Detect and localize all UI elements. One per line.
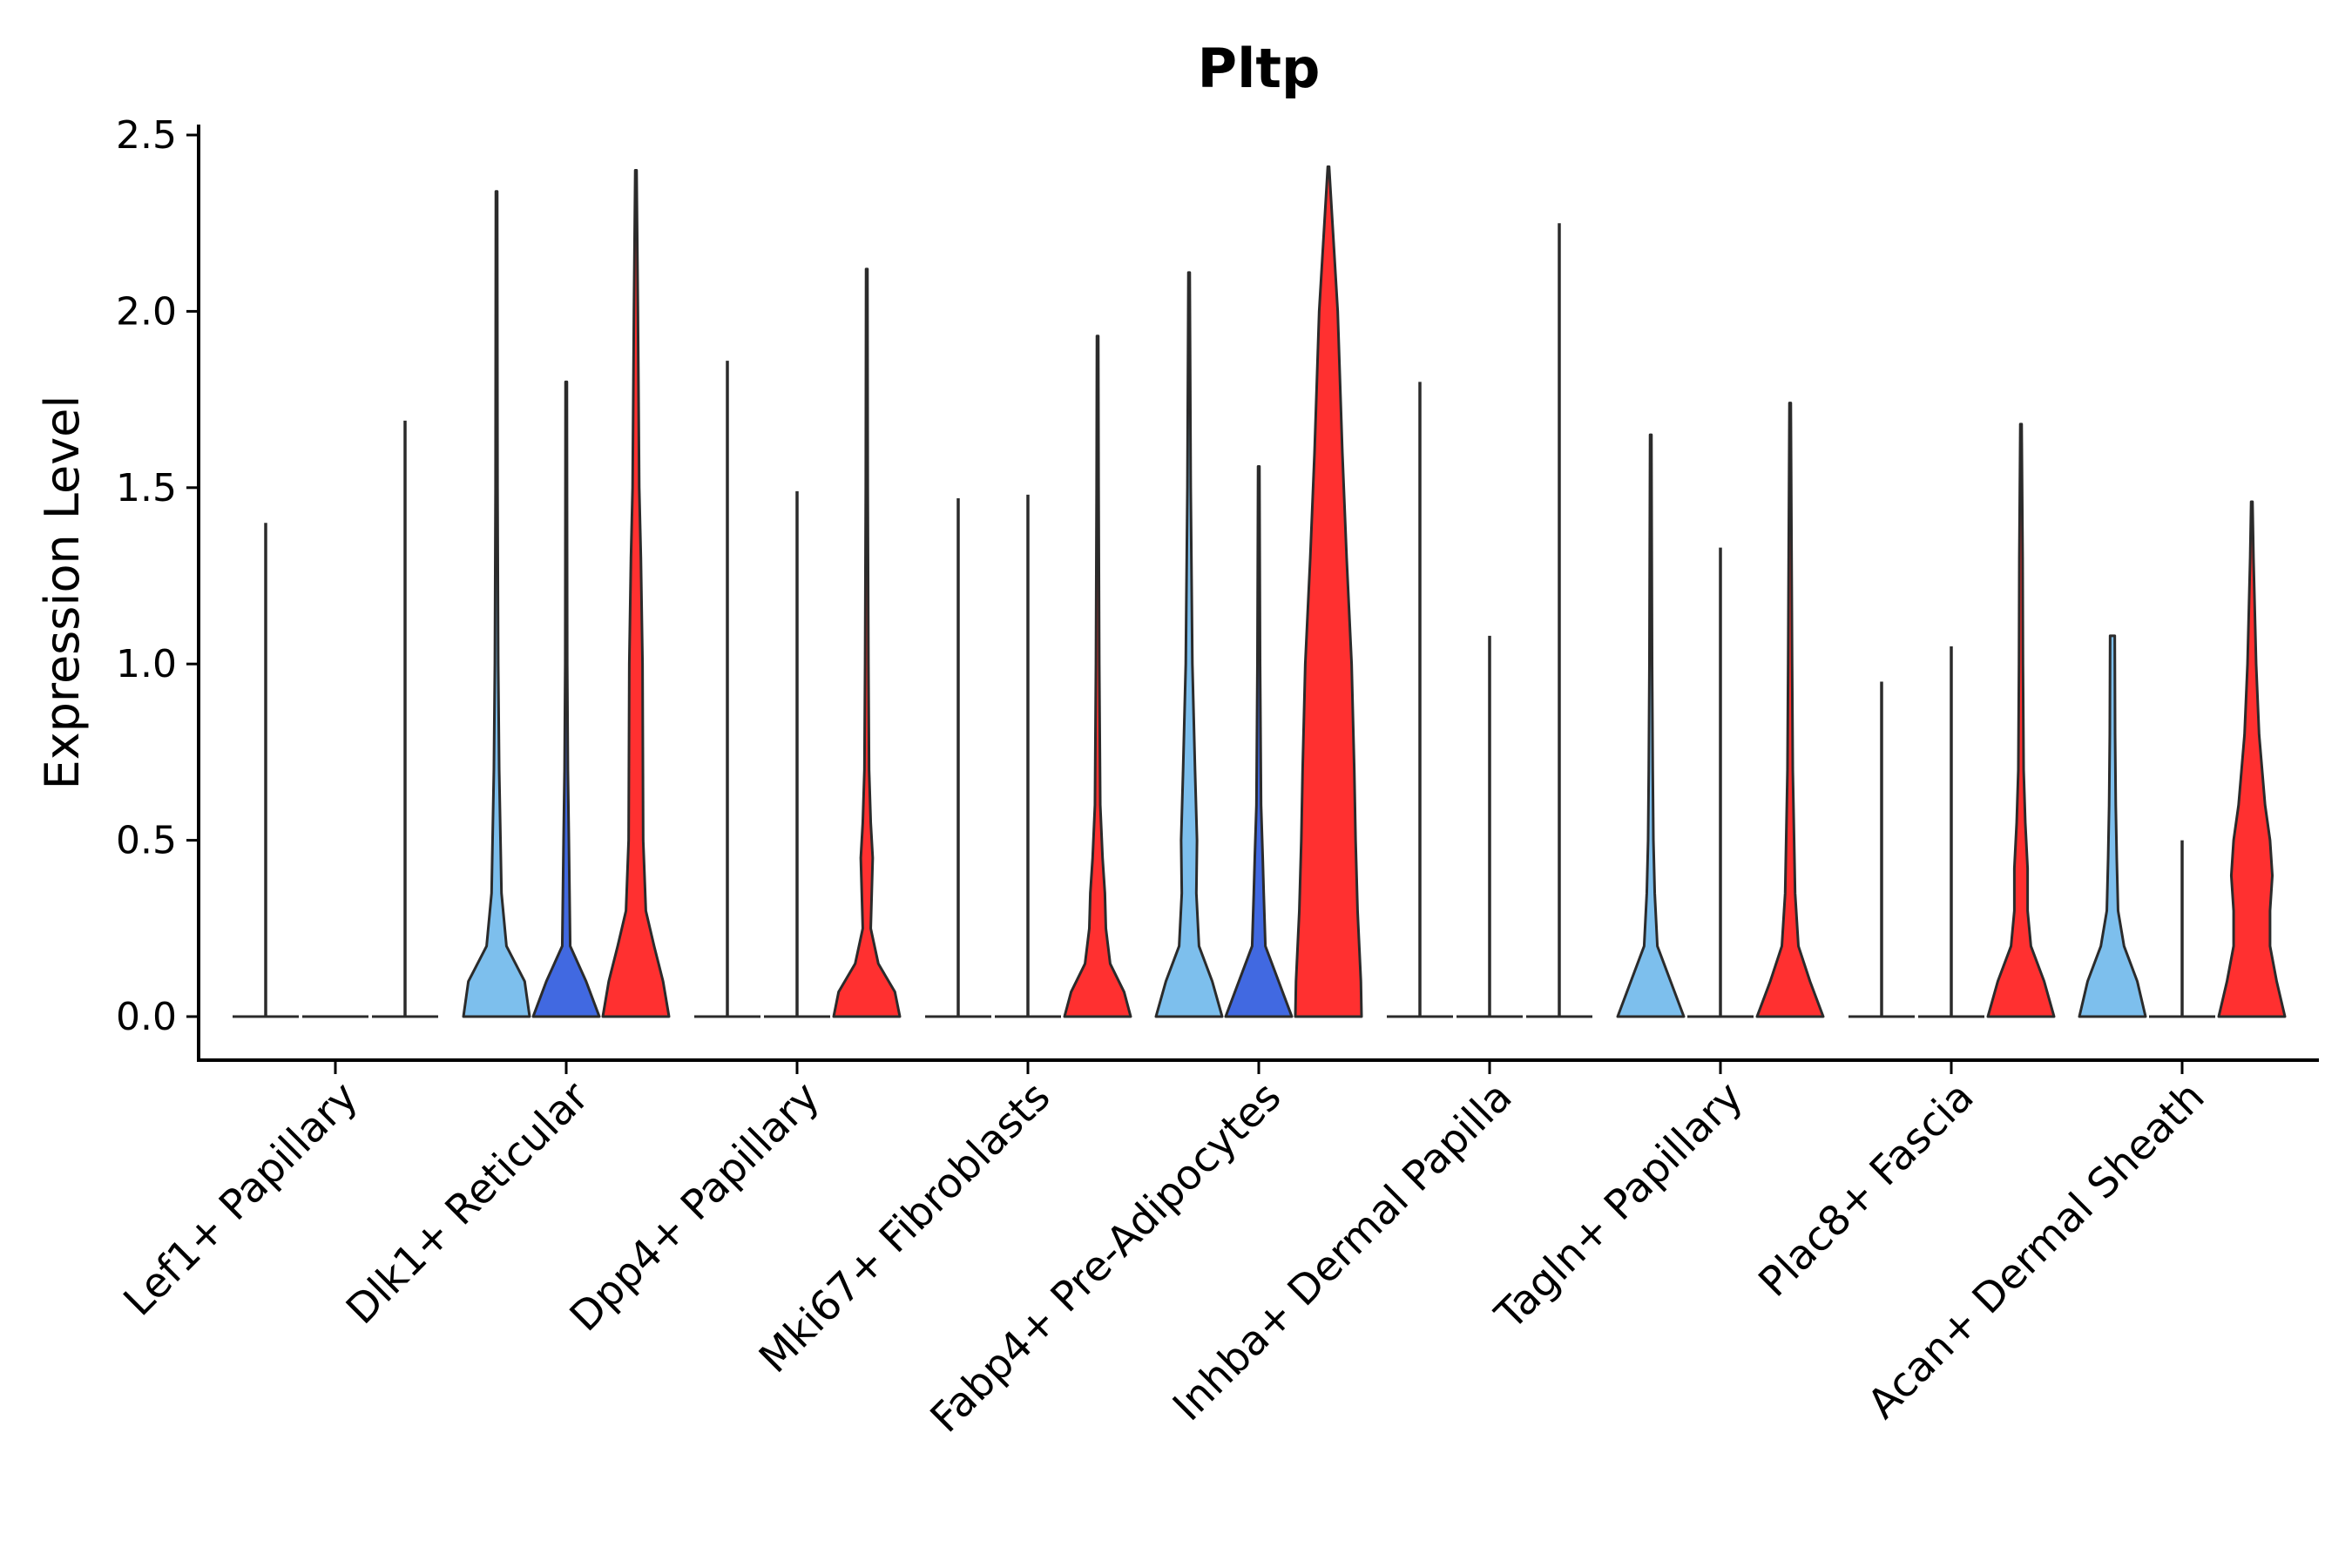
plot-area [233,165,2287,1018]
chart-title: Pltp [1198,37,1321,100]
violin-shape [462,190,531,1018]
violin-shape [531,380,601,1018]
y-ticks: 0.0 0.5 1.0 1.5 2.0 2.5 [116,113,199,1039]
violin-shape [832,267,902,1018]
violin-shape [2217,500,2287,1018]
violin-shape [1294,165,1363,1018]
y-tick-label: 0.5 [116,819,177,863]
x-tick-label: Tagln+ Papillary [1486,1073,1753,1340]
y-tick-label: 1.5 [116,466,177,510]
x-tick-label: Plac8+ Fascia [1750,1073,1984,1307]
violin-shape [1986,422,2056,1018]
violin-shape [1154,271,1224,1018]
y-axis-title: Expression Level [35,395,90,790]
violin-shape [1063,335,1132,1018]
y-tick-label: 0.0 [116,995,177,1039]
y-tick-label: 2.5 [116,113,177,158]
violin-shape [1755,402,1825,1018]
y-tick-label: 2.0 [116,289,177,334]
x-tick-label: Lef1+ Papillary [115,1073,368,1326]
violin-shape [1224,465,1294,1018]
violin-shape [2078,634,2147,1018]
y-tick-label: 1.0 [116,642,177,686]
violin-shape [601,168,671,1018]
x-tick-label: Dlk1+ Reticular [337,1072,598,1334]
violin-shape [1616,433,1686,1018]
x-tick-label: Dpp4+ Papillary [561,1073,829,1342]
